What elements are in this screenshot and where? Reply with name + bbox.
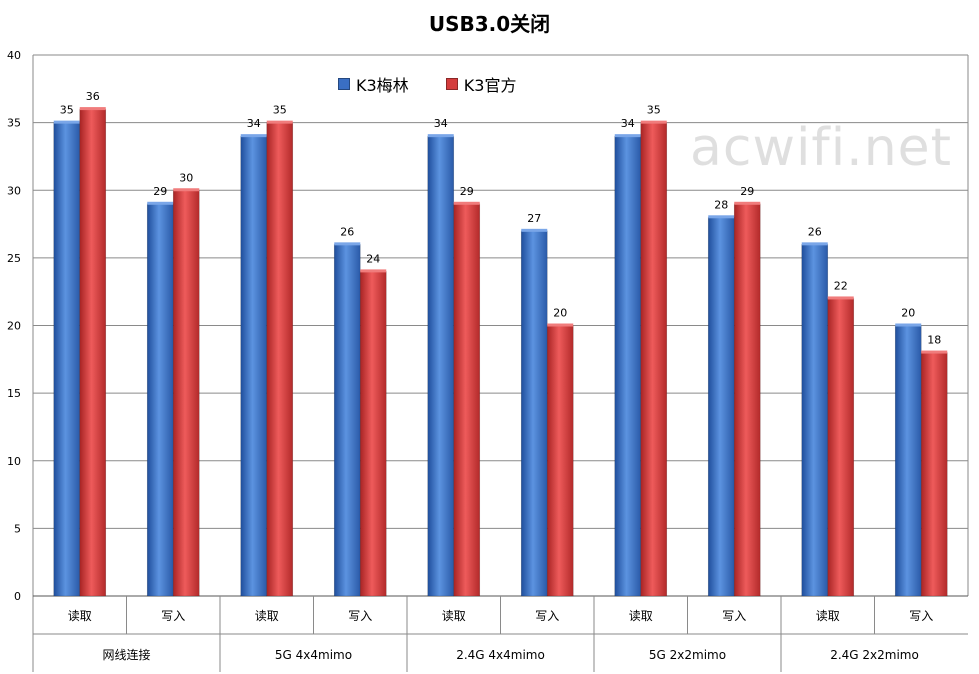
bar-cap-series-2 [173, 188, 200, 192]
y-tick-label: 5 [14, 522, 21, 535]
bar-cap-series-1 [334, 242, 361, 246]
data-label: 26 [808, 225, 822, 238]
y-tick-label: 35 [7, 117, 21, 130]
bar-cap-series-1 [801, 242, 828, 246]
data-label: 36 [86, 90, 100, 103]
bar-series-2 [546, 325, 574, 597]
bar-cap-series-2 [547, 323, 574, 327]
bar-series-1 [894, 325, 922, 597]
data-label: 35 [273, 104, 287, 117]
bar-cap-series-2 [827, 296, 854, 300]
data-label: 29 [153, 185, 167, 198]
data-label: 34 [621, 117, 635, 130]
bar-cap-series-2 [734, 201, 761, 205]
legend-label-series-2: K3官方 [463, 76, 517, 95]
group-label: 网线连接 [102, 647, 150, 662]
legend-swatch-series-2 [445, 78, 458, 90]
group-label: 5G 2x2mimo [649, 648, 726, 662]
data-label: 29 [460, 185, 474, 198]
bar-series-2 [640, 122, 668, 597]
bar-cap-series-2 [79, 107, 106, 111]
x-tick-label: 读取 [68, 609, 92, 623]
y-tick-label: 25 [7, 252, 21, 265]
bar-series-1 [240, 135, 268, 597]
y-tick-label: 40 [7, 49, 21, 62]
x-tick-label: 读取 [255, 609, 279, 623]
data-label: 24 [366, 252, 380, 265]
legend: K3梅林 K3官方 [338, 72, 548, 96]
data-label: 35 [60, 104, 74, 117]
bar-series-1 [427, 135, 455, 597]
bar-cap-series-1 [708, 215, 735, 219]
data-label: 30 [179, 171, 193, 184]
watermark: acwifi.net [690, 118, 953, 178]
bar-series-2 [359, 271, 387, 597]
group-label: 5G 4x4mimo [275, 648, 352, 662]
bar-cap-series-1 [895, 323, 922, 327]
data-label: 34 [247, 117, 261, 130]
bar-series-1 [146, 203, 174, 597]
data-label: 18 [927, 334, 941, 347]
x-tick-label: 写入 [535, 609, 559, 623]
bar-series-1 [520, 230, 548, 597]
bar-series-2 [453, 203, 481, 597]
bar-series-1 [707, 217, 735, 597]
group-label: 2.4G 2x2mimo [830, 648, 919, 662]
bar-cap-series-2 [640, 120, 667, 124]
data-label: 26 [340, 225, 354, 238]
x-tick-label: 读取 [816, 609, 840, 623]
bar-series-1 [801, 244, 829, 597]
data-label: 20 [553, 307, 567, 320]
data-label: 22 [834, 279, 848, 292]
bar-cap-series-2 [266, 120, 293, 124]
x-tick-label: 读取 [442, 609, 466, 623]
bar-series-2 [827, 298, 855, 597]
group-label: 2.4G 4x4mimo [456, 648, 545, 662]
bar-cap-series-1 [427, 134, 454, 138]
data-label: 20 [901, 307, 915, 320]
legend-label-series-1: K3梅林 [356, 76, 409, 95]
bar-cap-series-2 [921, 350, 948, 354]
bar-series-2 [733, 203, 761, 597]
y-tick-label: 15 [7, 387, 21, 400]
legend-item-series-2: K3官方 [445, 72, 517, 96]
y-tick-label: 30 [7, 184, 21, 197]
bar-cap-series-1 [240, 134, 267, 138]
bar-series-2 [266, 122, 294, 597]
data-label: 29 [740, 185, 754, 198]
y-tick-label: 10 [7, 455, 21, 468]
data-label: 34 [434, 117, 448, 130]
x-tick-label: 读取 [629, 609, 653, 623]
y-tick-label: 20 [7, 320, 21, 333]
bar-cap-series-1 [53, 120, 80, 124]
data-label: 27 [527, 212, 541, 225]
x-tick-label: 写入 [909, 609, 933, 623]
bar-series-1 [614, 135, 642, 597]
bar-cap-series-2 [360, 269, 387, 273]
x-tick-label: 写入 [348, 609, 372, 623]
bar-series-1 [53, 122, 81, 597]
bar-series-1 [333, 244, 361, 597]
data-label: 28 [714, 198, 728, 211]
x-tick-label: 写入 [161, 609, 185, 623]
bar-series-2 [172, 189, 200, 597]
chart-title: USB3.0关闭 [428, 12, 551, 36]
legend-swatch-series-1 [338, 78, 350, 90]
bar-cap-series-1 [614, 134, 641, 138]
bar-cap-series-2 [453, 201, 480, 205]
bar-series-2 [920, 352, 948, 597]
y-tick-label: 0 [14, 590, 21, 603]
x-tick-label: 写入 [722, 609, 746, 623]
bar-cap-series-1 [147, 201, 174, 205]
bar-series-2 [79, 108, 107, 597]
legend-item-series-1: K3梅林 [338, 72, 409, 96]
data-label: 35 [647, 104, 661, 117]
bar-cap-series-1 [521, 228, 548, 232]
